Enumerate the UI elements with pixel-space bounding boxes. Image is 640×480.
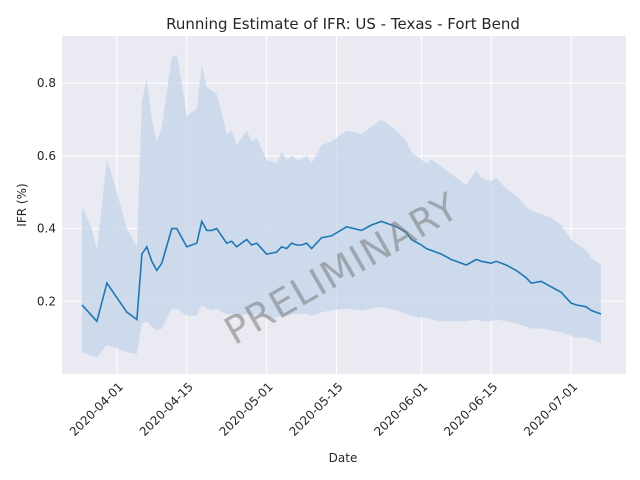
y-tick-label: 0.6 [37, 149, 56, 163]
ifr-estimate-line [81, 219, 602, 323]
x-tick-label: 2020-06-01 [371, 380, 430, 439]
x-tick-label: 2020-05-15 [286, 380, 345, 439]
chart-title: Running Estimate of IFR: US - Texas - Fo… [166, 15, 520, 33]
y-tick-label: 0.4 [37, 222, 56, 236]
x-axis-label: Date [329, 451, 358, 465]
y-axis-ticks: 0.2 0.4 0.6 0.8 [37, 76, 56, 308]
x-tick-label: 2020-05-01 [217, 380, 276, 439]
x-tick-label: 2020-04-01 [67, 380, 126, 439]
x-tick-label: 2020-07-01 [521, 380, 580, 439]
y-axis-label: IFR (%) [15, 183, 29, 226]
x-tick-label: 2020-06-15 [441, 380, 500, 439]
confidence-band [82, 54, 601, 358]
x-axis-ticks: 2020-04-01 2020-04-15 2020-05-01 2020-05-15… [67, 380, 580, 439]
x-tick-label: 2020-04-15 [137, 380, 196, 439]
y-tick-label: 0.2 [37, 294, 56, 308]
y-tick-label: 0.8 [37, 76, 56, 90]
